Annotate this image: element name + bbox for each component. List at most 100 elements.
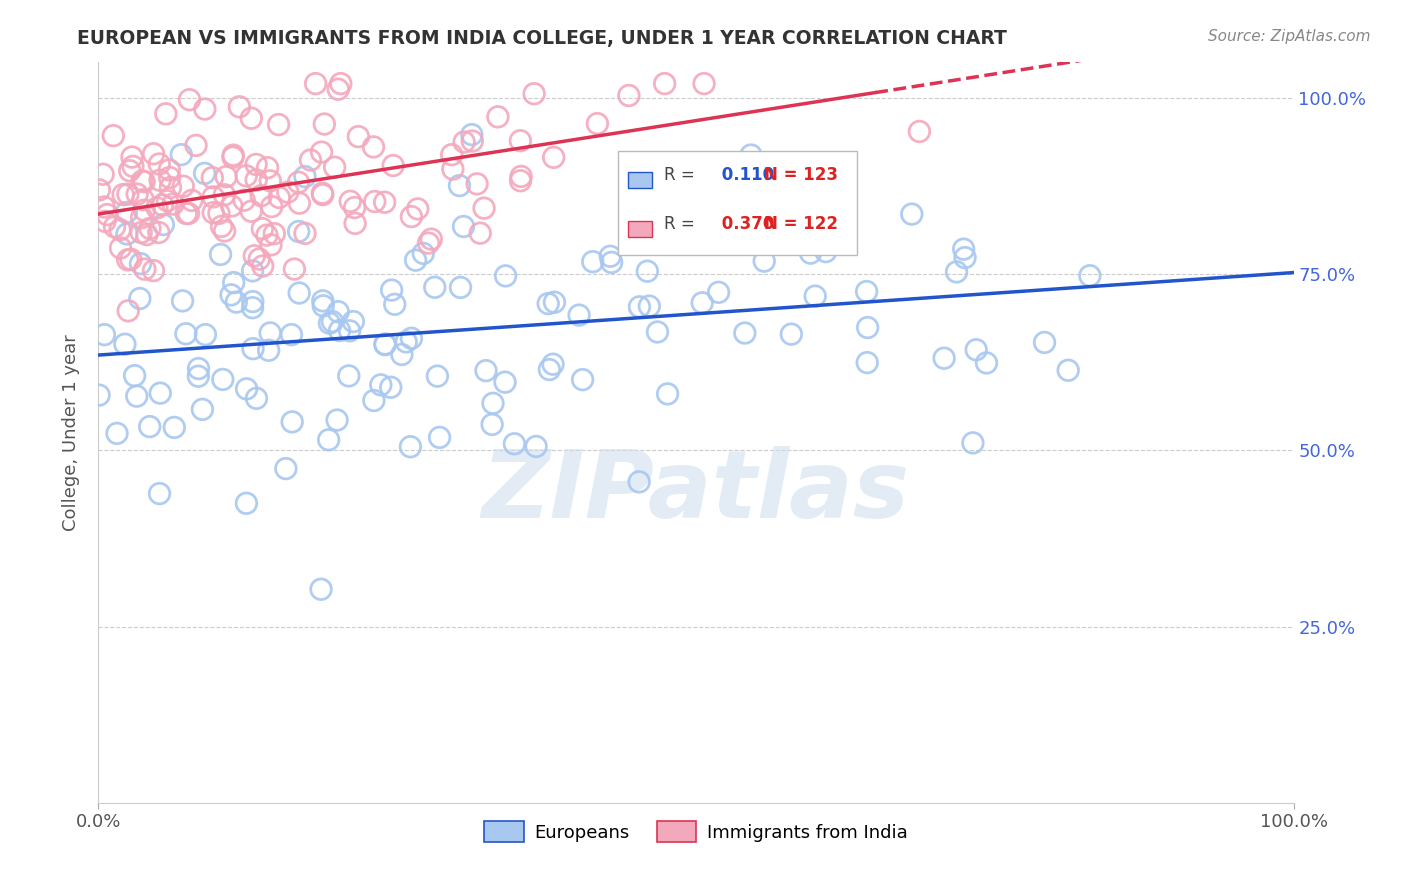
Point — [429, 430, 451, 444]
Point — [347, 129, 370, 144]
Point — [259, 326, 281, 340]
Point — [509, 134, 531, 148]
Point — [118, 163, 141, 178]
Point — [221, 199, 243, 213]
Point — [129, 257, 152, 271]
Point — [976, 356, 998, 370]
Point — [177, 206, 200, 220]
Point — [628, 300, 651, 314]
Point — [94, 214, 117, 228]
Point — [312, 187, 335, 202]
Point — [128, 292, 150, 306]
Point — [510, 169, 533, 184]
Point — [120, 252, 142, 267]
Point — [245, 157, 267, 171]
Point — [135, 227, 157, 242]
Point — [754, 254, 776, 268]
Point — [131, 211, 153, 225]
Point — [129, 226, 152, 240]
Point — [814, 244, 837, 259]
Point — [202, 205, 225, 219]
Point — [901, 207, 924, 221]
Point — [139, 221, 162, 235]
Text: 0.370: 0.370 — [716, 215, 775, 233]
Point — [269, 190, 291, 204]
Point — [962, 435, 984, 450]
Point — [363, 393, 385, 408]
Point — [283, 262, 305, 277]
Legend: Europeans, Immigrants from India: Europeans, Immigrants from India — [477, 814, 915, 849]
Point — [260, 200, 283, 214]
Point — [823, 169, 845, 184]
Point — [401, 331, 423, 345]
Point — [337, 368, 360, 383]
Point — [222, 150, 245, 164]
Point — [277, 185, 299, 199]
Point — [138, 419, 160, 434]
Point — [299, 153, 322, 167]
Point — [252, 221, 274, 235]
Point — [617, 88, 640, 103]
Point — [294, 169, 316, 184]
Point — [312, 299, 335, 313]
Point — [149, 386, 172, 401]
Point — [242, 301, 264, 315]
Point — [343, 201, 366, 215]
Point — [395, 334, 418, 349]
Point — [211, 219, 233, 234]
Point — [287, 175, 309, 189]
Point — [191, 402, 214, 417]
Point — [125, 389, 148, 403]
Point — [235, 169, 257, 183]
Point — [156, 194, 179, 208]
Point — [93, 200, 115, 214]
Point — [318, 316, 340, 330]
Point — [707, 285, 730, 300]
Point — [328, 324, 350, 338]
Point — [132, 193, 155, 207]
Point — [374, 337, 396, 351]
Point — [599, 249, 621, 263]
Point — [202, 190, 225, 204]
Point — [450, 280, 472, 294]
Point — [965, 343, 987, 357]
Point — [693, 77, 716, 91]
Text: EUROPEAN VS IMMIGRANTS FROM INDIA COLLEGE, UNDER 1 YEAR CORRELATION CHART: EUROPEAN VS IMMIGRANTS FROM INDIA COLLEG… — [77, 29, 1007, 48]
Point — [370, 377, 392, 392]
Point — [465, 177, 488, 191]
Point — [780, 327, 803, 342]
Point — [142, 146, 165, 161]
Point — [1033, 335, 1056, 350]
Point — [543, 295, 565, 310]
Point — [647, 325, 669, 339]
Point — [328, 304, 350, 318]
Point — [405, 253, 427, 268]
Point — [401, 210, 423, 224]
Point — [568, 308, 591, 322]
Point — [406, 202, 429, 216]
Point — [472, 201, 495, 215]
Point — [657, 387, 679, 401]
Point — [800, 246, 823, 260]
Point — [280, 327, 302, 342]
Point — [219, 288, 242, 302]
Point — [932, 351, 955, 366]
Point — [543, 150, 565, 164]
Point — [734, 326, 756, 340]
Y-axis label: College, Under 1 year: College, Under 1 year — [62, 334, 80, 531]
Point — [740, 148, 762, 162]
Point — [329, 77, 352, 91]
Point — [509, 174, 531, 188]
Point — [211, 372, 233, 386]
Point — [187, 361, 209, 376]
Text: N = 123: N = 123 — [763, 167, 838, 185]
Point — [312, 293, 335, 308]
Point — [194, 102, 217, 116]
Point — [170, 147, 193, 161]
Text: Source: ZipAtlas.com: Source: ZipAtlas.com — [1208, 29, 1371, 45]
Point — [112, 187, 135, 202]
Point — [908, 124, 931, 138]
Point — [152, 218, 174, 232]
Point — [426, 369, 449, 384]
Point — [240, 112, 263, 126]
